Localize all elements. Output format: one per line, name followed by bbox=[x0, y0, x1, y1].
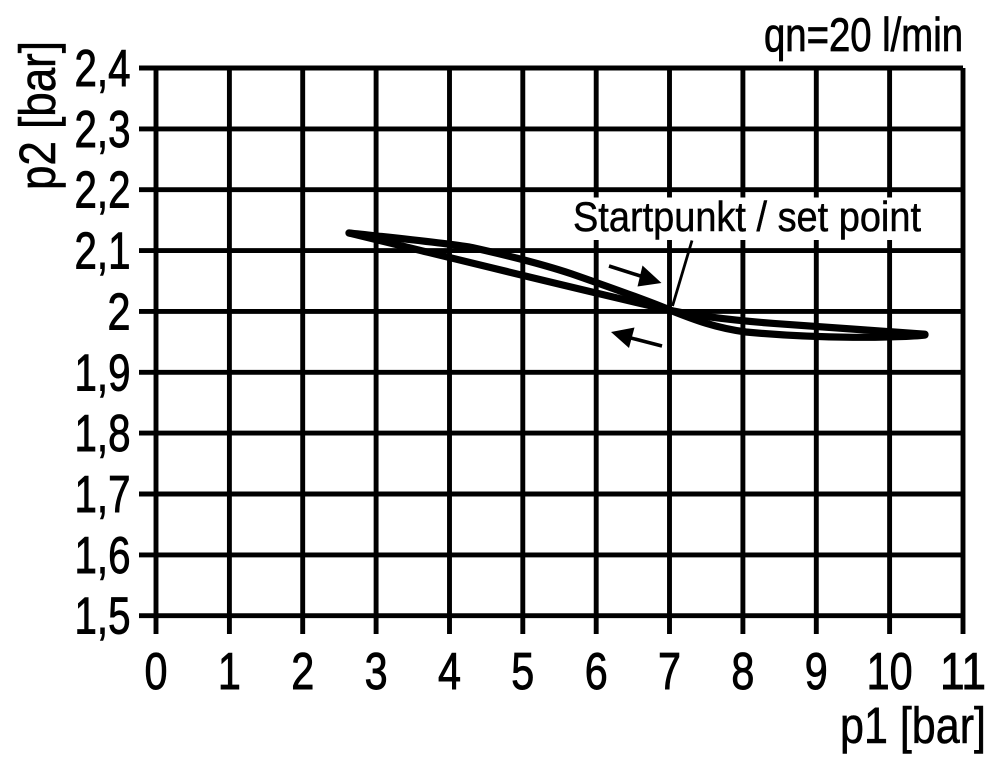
svg-text:3: 3 bbox=[365, 643, 388, 701]
svg-text:1,9: 1,9 bbox=[75, 344, 131, 402]
svg-text:2,2: 2,2 bbox=[75, 162, 131, 220]
svg-text:p1 [bar]: p1 [bar] bbox=[840, 697, 986, 754]
svg-text:9: 9 bbox=[805, 643, 828, 701]
svg-text:6: 6 bbox=[585, 643, 608, 701]
svg-text:2,3: 2,3 bbox=[75, 101, 131, 159]
svg-text:qn=20 l/min: qn=20 l/min bbox=[764, 9, 963, 62]
svg-text:4: 4 bbox=[438, 643, 461, 701]
svg-text:11: 11 bbox=[940, 643, 986, 701]
svg-text:5: 5 bbox=[511, 643, 534, 701]
svg-text:1,5: 1,5 bbox=[75, 588, 131, 646]
svg-text:7: 7 bbox=[658, 643, 681, 701]
svg-text:8: 8 bbox=[731, 643, 754, 701]
svg-text:2,1: 2,1 bbox=[75, 223, 131, 281]
svg-text:2: 2 bbox=[291, 643, 314, 701]
svg-text:1,7: 1,7 bbox=[75, 466, 131, 524]
svg-text:2: 2 bbox=[108, 283, 131, 341]
svg-text:1: 1 bbox=[218, 643, 241, 701]
svg-text:p2 [bar]: p2 [bar] bbox=[9, 41, 66, 190]
svg-text:1,6: 1,6 bbox=[75, 527, 131, 585]
svg-text:Startpunkt / set point: Startpunkt / set point bbox=[573, 193, 921, 240]
svg-text:10: 10 bbox=[867, 643, 913, 701]
svg-text:2,4: 2,4 bbox=[75, 40, 131, 98]
svg-text:1,8: 1,8 bbox=[75, 405, 131, 463]
svg-text:0: 0 bbox=[145, 643, 168, 701]
